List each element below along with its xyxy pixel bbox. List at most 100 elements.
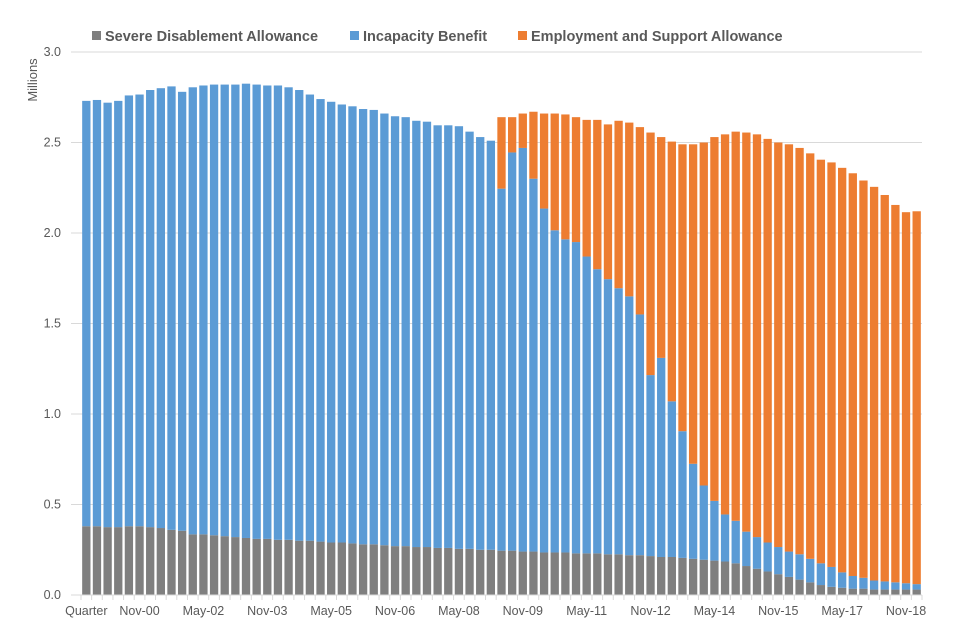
- bar-segment-ib: [816, 563, 826, 586]
- bar-segment-ib: [92, 99, 102, 527]
- bar-segment-sda: [646, 556, 655, 595]
- bar-segment-sda: [167, 529, 176, 595]
- y-tick-label: 0.0: [44, 588, 61, 602]
- bar-segment-sda: [688, 558, 698, 595]
- x-tick-label: Nov-06: [375, 604, 415, 618]
- bar-segment-ib: [316, 99, 325, 542]
- bar-segment-sda: [880, 589, 889, 595]
- bar-segment-esa: [646, 132, 655, 376]
- bar-segment-sda: [156, 528, 165, 595]
- bar-segment-sda: [295, 540, 304, 595]
- bar-segment-esa: [497, 117, 506, 189]
- y-tick-label: 1.0: [44, 407, 61, 421]
- bar-segment-sda: [507, 550, 517, 595]
- bar-segment-sda: [358, 544, 368, 595]
- bar-segment-sda: [476, 549, 485, 595]
- legend-swatch-esa: [518, 31, 527, 40]
- bar-segment-sda: [848, 588, 857, 595]
- bar-segment-esa: [603, 124, 613, 280]
- bar-segment-ib: [635, 314, 645, 556]
- bar-segment-ib: [795, 554, 804, 580]
- bar-segment-esa: [869, 186, 879, 581]
- bar-segment-ib: [507, 152, 517, 551]
- bar-segment-ib: [688, 463, 698, 559]
- bar-segment-sda: [891, 589, 900, 595]
- bar-segment-ib: [901, 583, 911, 590]
- bar-segment-ib: [678, 431, 687, 558]
- bar-segment-sda: [635, 555, 645, 595]
- bar-segment-sda: [444, 547, 453, 595]
- y-tick-label: 3.0: [44, 45, 61, 59]
- bar-segment-sda: [252, 538, 261, 595]
- bar-segment-esa: [518, 113, 527, 148]
- bar-segment-sda: [784, 576, 794, 595]
- bar-segment-ib: [891, 582, 900, 590]
- bar-segment-ib: [710, 500, 719, 561]
- bar-segment-ib: [657, 357, 666, 557]
- bar-segment-ib: [699, 485, 708, 560]
- bar-segment-ib: [167, 86, 176, 530]
- legend-label-sda: Severe Disablement Allowance: [105, 29, 319, 45]
- bar-segment-ib: [284, 87, 293, 540]
- bar-segment-sda: [135, 526, 144, 595]
- bar-segment-sda: [763, 571, 772, 595]
- bar-segment-ib: [806, 558, 815, 583]
- legend: Severe Disablement Allowance Incapacity …: [0, 29, 960, 49]
- bar-segment-sda: [901, 589, 911, 595]
- bar-segment-ib: [444, 125, 453, 548]
- bar-segment-sda: [816, 585, 826, 595]
- bar-segment-esa: [657, 137, 666, 358]
- bar-segment-ib: [369, 109, 378, 545]
- bar-segment-esa: [859, 180, 868, 578]
- bar-segment-ib: [593, 269, 602, 554]
- bar-segment-ib: [625, 296, 634, 556]
- bar-segment-sda: [327, 542, 336, 595]
- bar-segment-ib: [784, 551, 794, 577]
- bar-segment-esa: [571, 117, 581, 243]
- bar-segment-ib: [241, 83, 251, 538]
- bar-segment-sda: [614, 554, 623, 595]
- bar-segment-sda: [742, 566, 751, 595]
- y-axis-title: Millions: [25, 58, 40, 102]
- bar-segment-esa: [688, 144, 698, 464]
- bar-segment-ib: [305, 94, 315, 541]
- y-tick-label: 2.0: [44, 226, 61, 240]
- bar-segment-ib: [518, 147, 527, 552]
- bar-segment-sda: [124, 526, 134, 595]
- bar-segment-sda: [859, 588, 868, 595]
- x-tick-label: May-08: [438, 604, 480, 618]
- bar-segment-sda: [199, 534, 208, 595]
- bar-segment-ib: [912, 584, 921, 590]
- bar-segment-ib: [529, 178, 538, 552]
- bar-segment-ib: [614, 288, 623, 555]
- bar-segment-sda: [795, 579, 804, 595]
- bar-segment-sda: [806, 582, 815, 595]
- legend-item-sda: Severe Disablement Allowance: [92, 29, 318, 45]
- y-tick-label: 0.5: [44, 498, 61, 512]
- bar-segment-sda: [571, 553, 581, 595]
- bar-segment-ib: [667, 401, 676, 557]
- bar-segment-ib: [646, 375, 655, 557]
- y-axis: 0.0 0.5 1.0 1.5 2.0 2.5 3.0: [44, 45, 61, 602]
- bar-segment-ib: [177, 91, 187, 531]
- bar-segment-sda: [731, 563, 740, 595]
- bar-segment-sda: [369, 544, 378, 595]
- x-tick-label: Nov-00: [119, 604, 159, 618]
- bar-segment-esa: [720, 134, 730, 515]
- bar-segment-esa: [848, 173, 857, 576]
- bar-segment-esa: [539, 113, 549, 209]
- bar-segment-ib: [859, 577, 868, 589]
- bar-segment-ib: [539, 208, 549, 553]
- bar-segment-ib: [571, 242, 581, 554]
- bar-segment-sda: [710, 560, 719, 595]
- bar-segment-ib: [327, 101, 336, 543]
- bar-segment-ib: [156, 88, 165, 529]
- x-tick-label: May-17: [821, 604, 863, 618]
- x-tick-label: Nov-03: [247, 604, 287, 618]
- bar-segment-esa: [774, 142, 783, 548]
- bar-segment-ib: [114, 100, 123, 528]
- bar-segment-esa: [816, 159, 826, 564]
- bar-segment-ib: [199, 85, 208, 535]
- bar-segment-ib: [358, 109, 368, 545]
